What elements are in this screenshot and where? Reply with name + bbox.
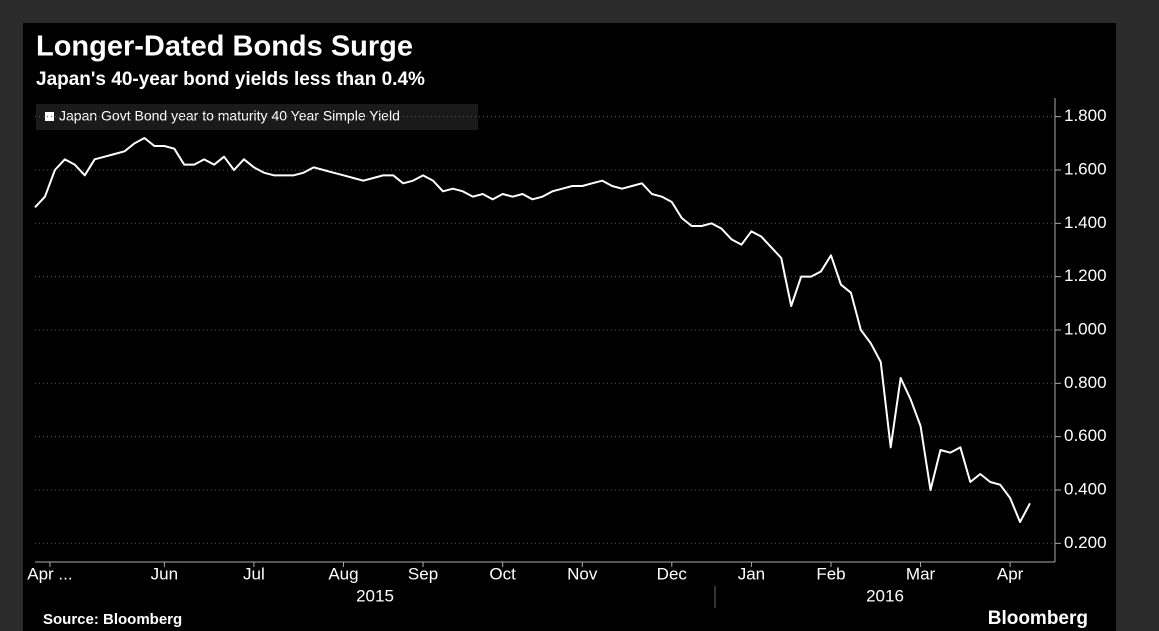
legend-swatch [45,112,54,121]
year-label: 2016 [866,586,904,605]
brand: Bloomberg [988,608,1088,629]
legend-box [36,104,478,130]
source: Source: Bloomberg [43,611,182,628]
chart-title: Longer-Dated Bonds Surge [36,31,413,63]
x-tick-label: Jun [151,564,178,583]
x-tick-label: Dec [657,564,688,583]
y-tick-label: 0.400 [1064,479,1107,498]
y-tick-label: 1.200 [1064,266,1107,285]
y-tick-label: 1.400 [1064,213,1107,232]
x-tick-label: Apr [997,564,1024,583]
y-tick-label: 0.200 [1064,533,1107,552]
x-tick-label: Feb [816,564,845,583]
y-tick-label: 1.600 [1064,159,1107,178]
x-tick-label: Mar [906,564,936,583]
x-tick-label: Jan [738,564,765,583]
data-line [34,137,1031,523]
x-tick-label: Jul [243,564,265,583]
x-tick-label: Oct [489,564,516,583]
y-tick-label: 0.600 [1064,426,1107,445]
x-tick-label: Nov [567,564,598,583]
year-label: 2015 [356,586,394,605]
chart-subtitle: Japan's 40-year bond yields less than 0.… [36,69,425,90]
y-tick-label: 1.000 [1064,319,1107,338]
y-tick-label: 1.800 [1064,106,1107,125]
x-tick-label: Aug [328,564,358,583]
y-tick-label: 0.800 [1064,373,1107,392]
x-tick-label: Apr ... [27,564,72,583]
legend-label: Japan Govt Bond year to maturity 40 Year… [59,108,400,124]
x-tick-label: Sep [408,564,438,583]
